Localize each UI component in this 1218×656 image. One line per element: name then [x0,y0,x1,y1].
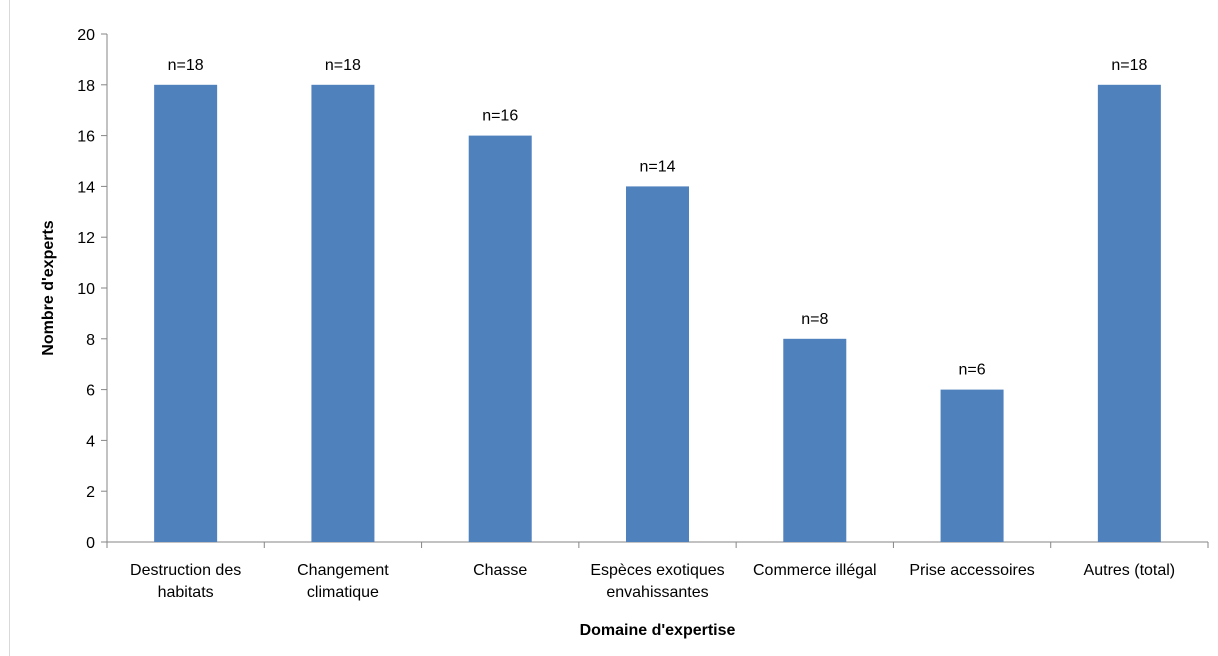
x-category-label: Autres (total) [1084,562,1176,579]
chart-labels: 0 2 4 6 8 10 12 14 16 18 20 n=18 Destruction des habi… [77,27,1175,601]
y-tick-label: 4 [86,433,95,450]
bar [311,84,375,543]
data-label: n=18 [168,57,204,74]
x-category-label: Destruction des habitats [130,562,241,601]
x-category-label: Commerce illégal [753,562,877,579]
data-label: n=18 [1111,57,1147,74]
y-tick-label: 6 [86,383,95,400]
y-tick-label: 10 [77,281,95,298]
x-axis-title: Domaine d'expertise [580,622,736,639]
y-tick-label: 14 [77,179,95,196]
y-axis-title: Nombre d'experts [40,220,57,356]
y-tick-label: 20 [77,27,95,44]
y-tick-label: 18 [77,78,95,95]
bar [783,338,847,542]
data-label: n=6 [959,362,986,379]
bar [468,135,532,542]
bar [626,186,689,542]
x-category-label: Chasse [473,562,527,579]
chart-bars [154,84,1161,543]
panel-left-border [9,0,10,656]
y-tick-label: 12 [77,230,95,247]
bar [940,389,1004,542]
data-label: n=8 [801,311,828,328]
x-category-label: Espèces exotiques envahissantes [590,562,724,601]
x-category-label: Prise accessoires [909,562,1034,579]
y-tick-label: 0 [86,535,95,552]
data-label: n=16 [482,108,518,125]
y-tick-label: 8 [86,332,95,349]
data-label: n=18 [325,57,361,74]
data-label: n=14 [639,158,675,175]
bar [154,84,218,543]
y-tick-label: 2 [86,484,95,501]
x-category-label: Changement climatique [297,562,389,601]
y-tick-label: 16 [77,129,95,146]
bar [1097,84,1161,543]
